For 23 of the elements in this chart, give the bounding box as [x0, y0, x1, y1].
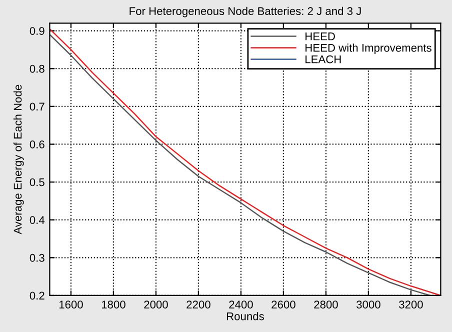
legend-label: LEACH	[306, 55, 341, 64]
x-tick-label: 2200	[186, 300, 210, 309]
x-tick-label: 2000	[144, 300, 168, 309]
y-tick-label: 0.9	[30, 27, 44, 35]
y-tick-label: 0.8	[30, 64, 44, 73]
chart-title: For Heterogeneous Node Batteries: 2 J and 3 J	[130, 6, 361, 18]
x-tick-label: 2600	[272, 300, 296, 309]
x-tick-label: 2800	[314, 300, 338, 309]
x-tick-label: 2400	[229, 300, 253, 309]
y-tick-label: 0.6	[30, 140, 44, 148]
y-tick-label: 0.7	[30, 102, 44, 111]
y-axis-title: Average Energy of Each Node	[14, 84, 24, 234]
y-tick-label: 0.4	[30, 216, 45, 224]
x-tick-label: 1600	[59, 300, 83, 309]
x-axis-title: Rounds	[226, 312, 264, 320]
y-tick-label: 0.3	[30, 254, 44, 262]
x-tick-label: 3200	[399, 300, 423, 309]
y-tick-label: 0.5	[30, 178, 44, 186]
x-tick-label: 3000	[356, 300, 380, 309]
legend-label: HEED	[306, 32, 335, 40]
x-tick-label: 1800	[102, 300, 126, 309]
legend-label: HEED with Improvements	[306, 44, 432, 54]
y-tick-label: 0.2	[30, 292, 44, 300]
